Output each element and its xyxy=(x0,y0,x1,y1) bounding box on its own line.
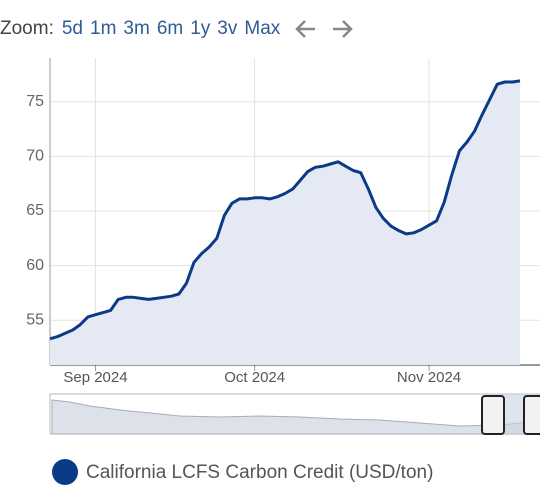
x-tick-label: Oct 2024 xyxy=(224,369,285,386)
zoom-button[interactable]: 1m xyxy=(90,18,117,39)
y-tick-label: 55 xyxy=(26,311,44,328)
x-tick-label: Sep 2024 xyxy=(63,369,127,386)
arrow-left[interactable] xyxy=(295,20,316,38)
y-tick-label: 65 xyxy=(26,202,44,219)
zoom-buttons: 5d 1m 3m 6m 1y 3v Max xyxy=(62,18,287,40)
zoom-button[interactable]: 3m xyxy=(123,18,150,39)
legend-marker xyxy=(52,459,78,485)
y-tick-label: 70 xyxy=(26,148,44,165)
zoom-button[interactable]: 6m xyxy=(156,18,184,39)
legend-label: California LCFS Carbon Credit (USD/ton) xyxy=(86,462,433,483)
line xyxy=(49,79,521,341)
y-tick-label: 75 xyxy=(26,93,44,110)
arrow-right[interactable] xyxy=(333,20,354,38)
zoom-button[interactable]: 3v xyxy=(217,18,238,39)
navigator-handle[interactable] xyxy=(481,395,505,435)
nav-arrows xyxy=(295,20,354,38)
area xyxy=(50,80,520,366)
range-selector: Zoom: 5d 1m 3m 6m 1y 3v Max xyxy=(0,14,361,44)
zoom-button[interactable]: Max xyxy=(244,18,281,39)
zoom-button[interactable]: 1y xyxy=(190,18,211,39)
navigator xyxy=(49,393,540,435)
y-tick-label: 60 xyxy=(26,257,44,274)
navigator-handle[interactable] xyxy=(523,395,540,435)
zoom-label: Zoom: xyxy=(0,18,54,39)
navigator-series xyxy=(51,399,540,435)
zoom-button[interactable]: 5d xyxy=(61,18,83,39)
x-tick-label: Nov 2024 xyxy=(397,369,461,386)
